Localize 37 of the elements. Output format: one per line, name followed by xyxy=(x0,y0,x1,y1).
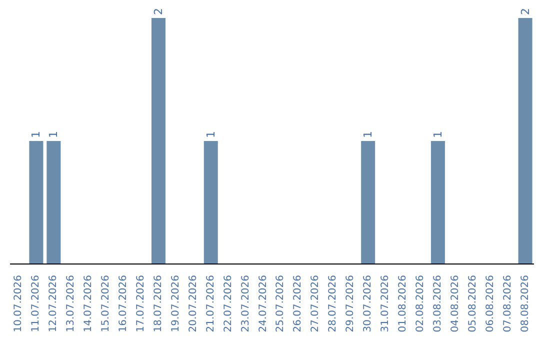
x-tick-label: 20.07.2026 xyxy=(188,275,199,332)
x-tick-label: 27.07.2026 xyxy=(310,275,322,332)
x-tick-label: 10.07.2026 xyxy=(13,275,24,332)
x-tick-label: 07.08.2026 xyxy=(502,275,514,332)
x-tick-label: 19.07.2026 xyxy=(170,275,182,332)
x-tick-label: 24.07.2026 xyxy=(258,275,269,332)
x-tick-label: 02.08.2026 xyxy=(414,275,426,332)
x-tick-label: 13.07.2026 xyxy=(66,275,77,332)
x-tick-label: 30.07.2026 xyxy=(362,275,374,332)
x-tick-label: 12.07.2026 xyxy=(48,275,60,332)
x-tick-label: 23.07.2026 xyxy=(240,275,252,332)
x-tick-label: 04.08.2026 xyxy=(450,275,461,332)
data-label: 2 xyxy=(152,8,165,15)
data-label: 1 xyxy=(30,131,43,138)
x-tick-label: 28.07.2026 xyxy=(328,275,339,332)
x-tick-label: 01.08.2026 xyxy=(398,275,408,332)
data-label: 1 xyxy=(431,131,444,138)
x-tick-label: 05.08.2026 xyxy=(467,275,478,332)
x-tick-label: 15.07.2026 xyxy=(100,275,112,332)
x-tick-label: 17.07.2026 xyxy=(136,275,146,332)
x-tick-label: 03.08.2026 xyxy=(432,275,444,332)
data-label: 1 xyxy=(362,131,375,138)
data-label: 1 xyxy=(204,131,218,138)
x-tick-label: 18.07.2026 xyxy=(152,275,164,332)
x-tick-label: 29.07.2026 xyxy=(345,275,356,332)
x-tick-label: 26.07.2026 xyxy=(292,275,304,332)
x-tick-label: 16.07.2026 xyxy=(118,275,130,332)
x-tick-label: 06.08.2026 xyxy=(484,275,496,332)
x-tick-label: 25.07.2026 xyxy=(275,275,286,332)
x-tick-label: 21.07.2026 xyxy=(205,275,216,332)
x-tick-label: 31.07.2026 xyxy=(380,275,392,332)
data-label: 2 xyxy=(518,8,532,15)
data-label: 1 xyxy=(47,131,60,138)
x-tick-label: 08.08.2026 xyxy=(520,275,531,332)
x-tick-label: 14.07.2026 xyxy=(83,275,94,332)
x-tick-label: 22.07.2026 xyxy=(222,275,234,332)
x-tick-label: 11.07.2026 xyxy=(30,275,42,332)
